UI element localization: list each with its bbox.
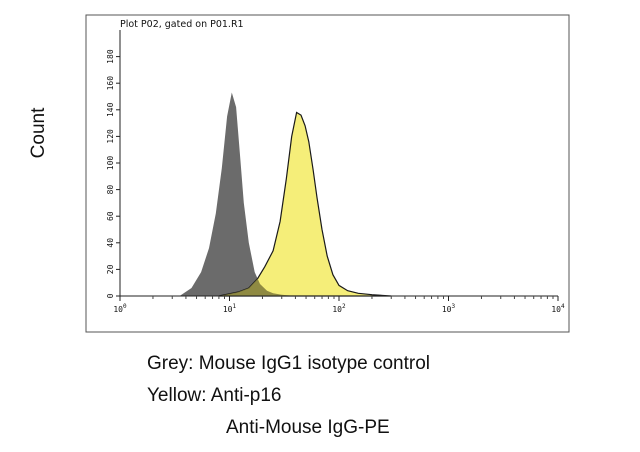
- x-tick-label: 103: [442, 303, 456, 314]
- y-tick-label: 100: [106, 156, 115, 171]
- series-anti-p16-area: [218, 111, 392, 297]
- x-tick-label: 100: [113, 303, 127, 314]
- caption-yellow: Yellow: Anti-p16: [147, 385, 282, 406]
- y-tick-label: 0: [106, 293, 115, 298]
- y-tick-label: 40: [106, 238, 115, 248]
- y-tick-label: 60: [106, 211, 115, 221]
- y-tick-label: 140: [106, 102, 115, 117]
- y-tick-label: 120: [106, 129, 115, 144]
- y-tick-label: 20: [106, 264, 115, 274]
- y-tick-label: 180: [106, 49, 115, 64]
- y-axis-title: Count: [28, 107, 49, 158]
- y-tick-label: 160: [106, 76, 115, 91]
- y-tick-label: 80: [106, 185, 115, 195]
- series-isotype-area: [179, 92, 315, 296]
- chart-title: Plot P02, gated on P01.R1: [120, 19, 244, 30]
- caption-conjugate: Anti-Mouse IgG-PE: [226, 417, 390, 438]
- caption-grey: Grey: Mouse IgG1 isotype control: [147, 353, 431, 374]
- x-tick-label: 104: [551, 303, 565, 314]
- x-tick-label: 101: [223, 303, 237, 314]
- x-tick-label: 102: [332, 303, 346, 314]
